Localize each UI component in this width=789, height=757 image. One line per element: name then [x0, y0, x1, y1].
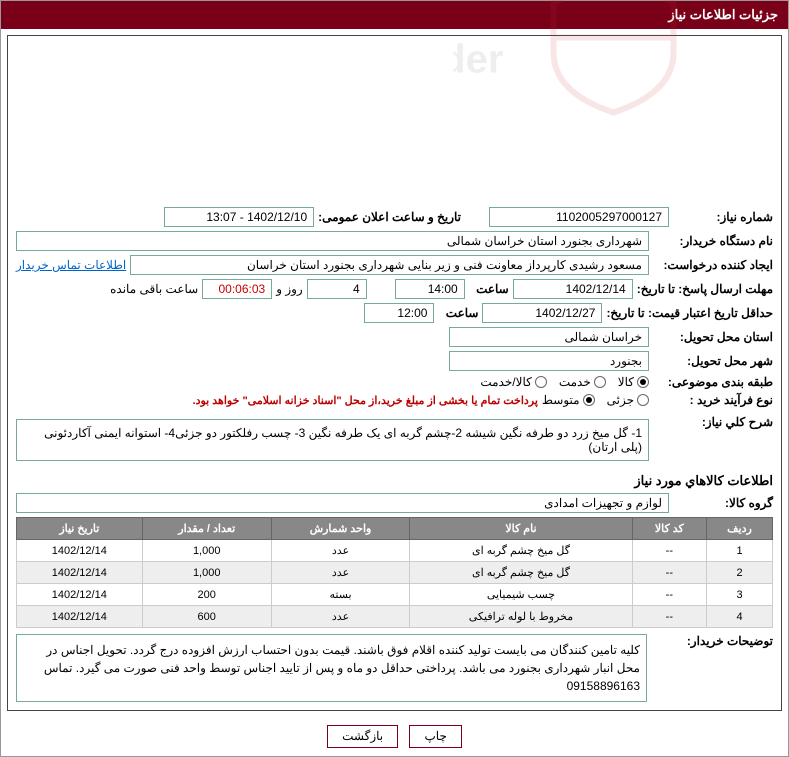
radio-icon — [594, 376, 606, 388]
table-row: 4--مخروط با لوله ترافیکیعدد6001402/12/14 — [17, 606, 773, 628]
items-section-title: اطلاعات کالاهاي مورد نياز — [16, 473, 773, 489]
radio-icon — [535, 376, 547, 388]
table-row: 1--گل میخ چشم گربه ایعدد1,0001402/12/14 — [17, 540, 773, 562]
content-area: rnatender شماره نیاز: 1102005297000127 ت… — [7, 35, 782, 711]
city-field: بجنورد — [449, 351, 649, 371]
table-row: 3--چسب شیمیاییبسته2001402/12/14 — [17, 584, 773, 606]
svg-text:rnatender: rnatender — [453, 38, 503, 82]
remaining-days-field: 4 — [307, 279, 367, 299]
radio-icon — [583, 394, 595, 406]
radio-icon — [637, 376, 649, 388]
print-button[interactable]: چاپ — [409, 725, 461, 748]
city-label: شهر محل تحویل: — [653, 354, 773, 368]
cell-unit: عدد — [271, 540, 410, 562]
category-label-0: کالا — [618, 375, 634, 389]
cell-row: 3 — [707, 584, 773, 606]
requester-label: ایجاد کننده درخواست: — [653, 258, 773, 272]
col-code: کد کالا — [632, 518, 706, 540]
cell-unit: بسته — [271, 584, 410, 606]
price-date-field: 1402/12/27 — [482, 303, 602, 323]
main-panel: جزئیات اطلاعات نیاز rnatender شماره نیاز… — [0, 0, 789, 757]
purchase-radio-group: جزئی متوسط — [542, 393, 649, 407]
col-qty: تعداد / مقدار — [142, 518, 271, 540]
purchase-option-1[interactable]: متوسط — [542, 393, 595, 407]
days-and-label: روز و — [276, 282, 303, 296]
price-validity-label: حداقل تاریخ اعتبار قیمت: تا تاریخ: — [606, 306, 773, 320]
remaining-time-field: 00:06:03 — [202, 279, 272, 299]
radio-icon — [637, 394, 649, 406]
province-label: استان محل تحویل: — [653, 330, 773, 344]
items-table: ردیف کد کالا نام کالا واحد شمارش تعداد /… — [16, 517, 773, 628]
col-row: ردیف — [707, 518, 773, 540]
category-label-1: خدمت — [559, 375, 591, 389]
cell-code: -- — [632, 540, 706, 562]
announce-dt-field: 1402/12/10 - 13:07 — [164, 207, 314, 227]
cell-qty: 600 — [142, 606, 271, 628]
need-number-field: 1102005297000127 — [489, 207, 669, 227]
cell-date: 1402/12/14 — [17, 540, 143, 562]
col-unit: واحد شمارش — [271, 518, 410, 540]
button-bar: چاپ بازگشت — [1, 717, 788, 756]
cell-date: 1402/12/14 — [17, 562, 143, 584]
cell-code: -- — [632, 562, 706, 584]
need-number-label: شماره نیاز: — [673, 210, 773, 224]
buyer-org-field: شهرداری بجنورد استان خراسان شمالی — [16, 231, 649, 251]
need-desc-label: شرح کلي نياز: — [653, 415, 773, 429]
province-field: خراسان شمالی — [449, 327, 649, 347]
cell-code: -- — [632, 606, 706, 628]
time-label-1: ساعت — [469, 282, 509, 296]
cell-unit: عدد — [271, 562, 410, 584]
purchase-option-0[interactable]: جزئی — [607, 393, 649, 407]
table-row: 2--گل میخ چشم گربه ایعدد1,0001402/12/14 — [17, 562, 773, 584]
purchase-label-1: متوسط — [542, 393, 580, 407]
cell-date: 1402/12/14 — [17, 584, 143, 606]
category-option-1[interactable]: خدمت — [559, 375, 606, 389]
cell-name: گل میخ چشم گربه ای — [410, 562, 632, 584]
cell-qty: 1,000 — [142, 540, 271, 562]
announce-dt-label: تاریخ و ساعت اعلان عمومی: — [318, 210, 461, 224]
item-group-field: لوازم و تجهیزات امدادی — [16, 493, 669, 513]
cell-name: چسب شیمیایی — [410, 584, 632, 606]
panel-title: جزئیات اطلاعات نیاز — [1, 1, 788, 29]
contact-link[interactable]: اطلاعات تماس خریدار — [16, 258, 126, 272]
cell-name: گل میخ چشم گربه ای — [410, 540, 632, 562]
item-group-label: گروه کالا: — [673, 496, 773, 510]
reply-time-field: 14:00 — [395, 279, 465, 299]
category-option-2[interactable]: کالا/خدمت — [480, 375, 546, 389]
reply-deadline-label: مهلت ارسال پاسخ: تا تاریخ: — [637, 282, 773, 296]
purchase-label-0: جزئی — [607, 393, 634, 407]
category-radio-group: کالا خدمت کالا/خدمت — [480, 375, 649, 389]
buyer-org-label: نام دستگاه خریدار: — [653, 234, 773, 248]
col-date: تاریخ نیاز — [17, 518, 143, 540]
cell-code: -- — [632, 584, 706, 606]
cell-date: 1402/12/14 — [17, 606, 143, 628]
cell-qty: 1,000 — [142, 562, 271, 584]
cell-qty: 200 — [142, 584, 271, 606]
back-button[interactable]: بازگشت — [327, 725, 398, 748]
buyer-notes-label: توضیحات خریدار: — [653, 634, 773, 648]
cell-row: 2 — [707, 562, 773, 584]
purchase-type-label: نوع فرآیند خرید : — [653, 393, 773, 407]
payment-note: پرداخت تمام یا بخشی از مبلغ خرید،از محل … — [16, 394, 538, 407]
reply-date-field: 1402/12/14 — [513, 279, 633, 299]
col-name: نام کالا — [410, 518, 632, 540]
remaining-label: ساعت باقی مانده — [110, 282, 198, 296]
category-label: طبقه بندی موضوعی: — [653, 375, 773, 389]
buyer-notes-field: کلیه تامین کنندگان می بایست تولید کننده … — [16, 634, 647, 702]
cell-unit: عدد — [271, 606, 410, 628]
cell-row: 4 — [707, 606, 773, 628]
category-option-0[interactable]: کالا — [618, 375, 649, 389]
category-label-2: کالا/خدمت — [480, 375, 531, 389]
price-time-field: 12:00 — [364, 303, 434, 323]
requester-field: مسعود رشیدی کارپرداز معاونت فنی و زیر بن… — [130, 255, 649, 275]
time-label-2: ساعت — [438, 306, 478, 320]
need-desc-field: 1- گل میخ زرد دو طرفه نگین شیشه 2-چشم گر… — [16, 419, 649, 461]
cell-name: مخروط با لوله ترافیکی — [410, 606, 632, 628]
cell-row: 1 — [707, 540, 773, 562]
